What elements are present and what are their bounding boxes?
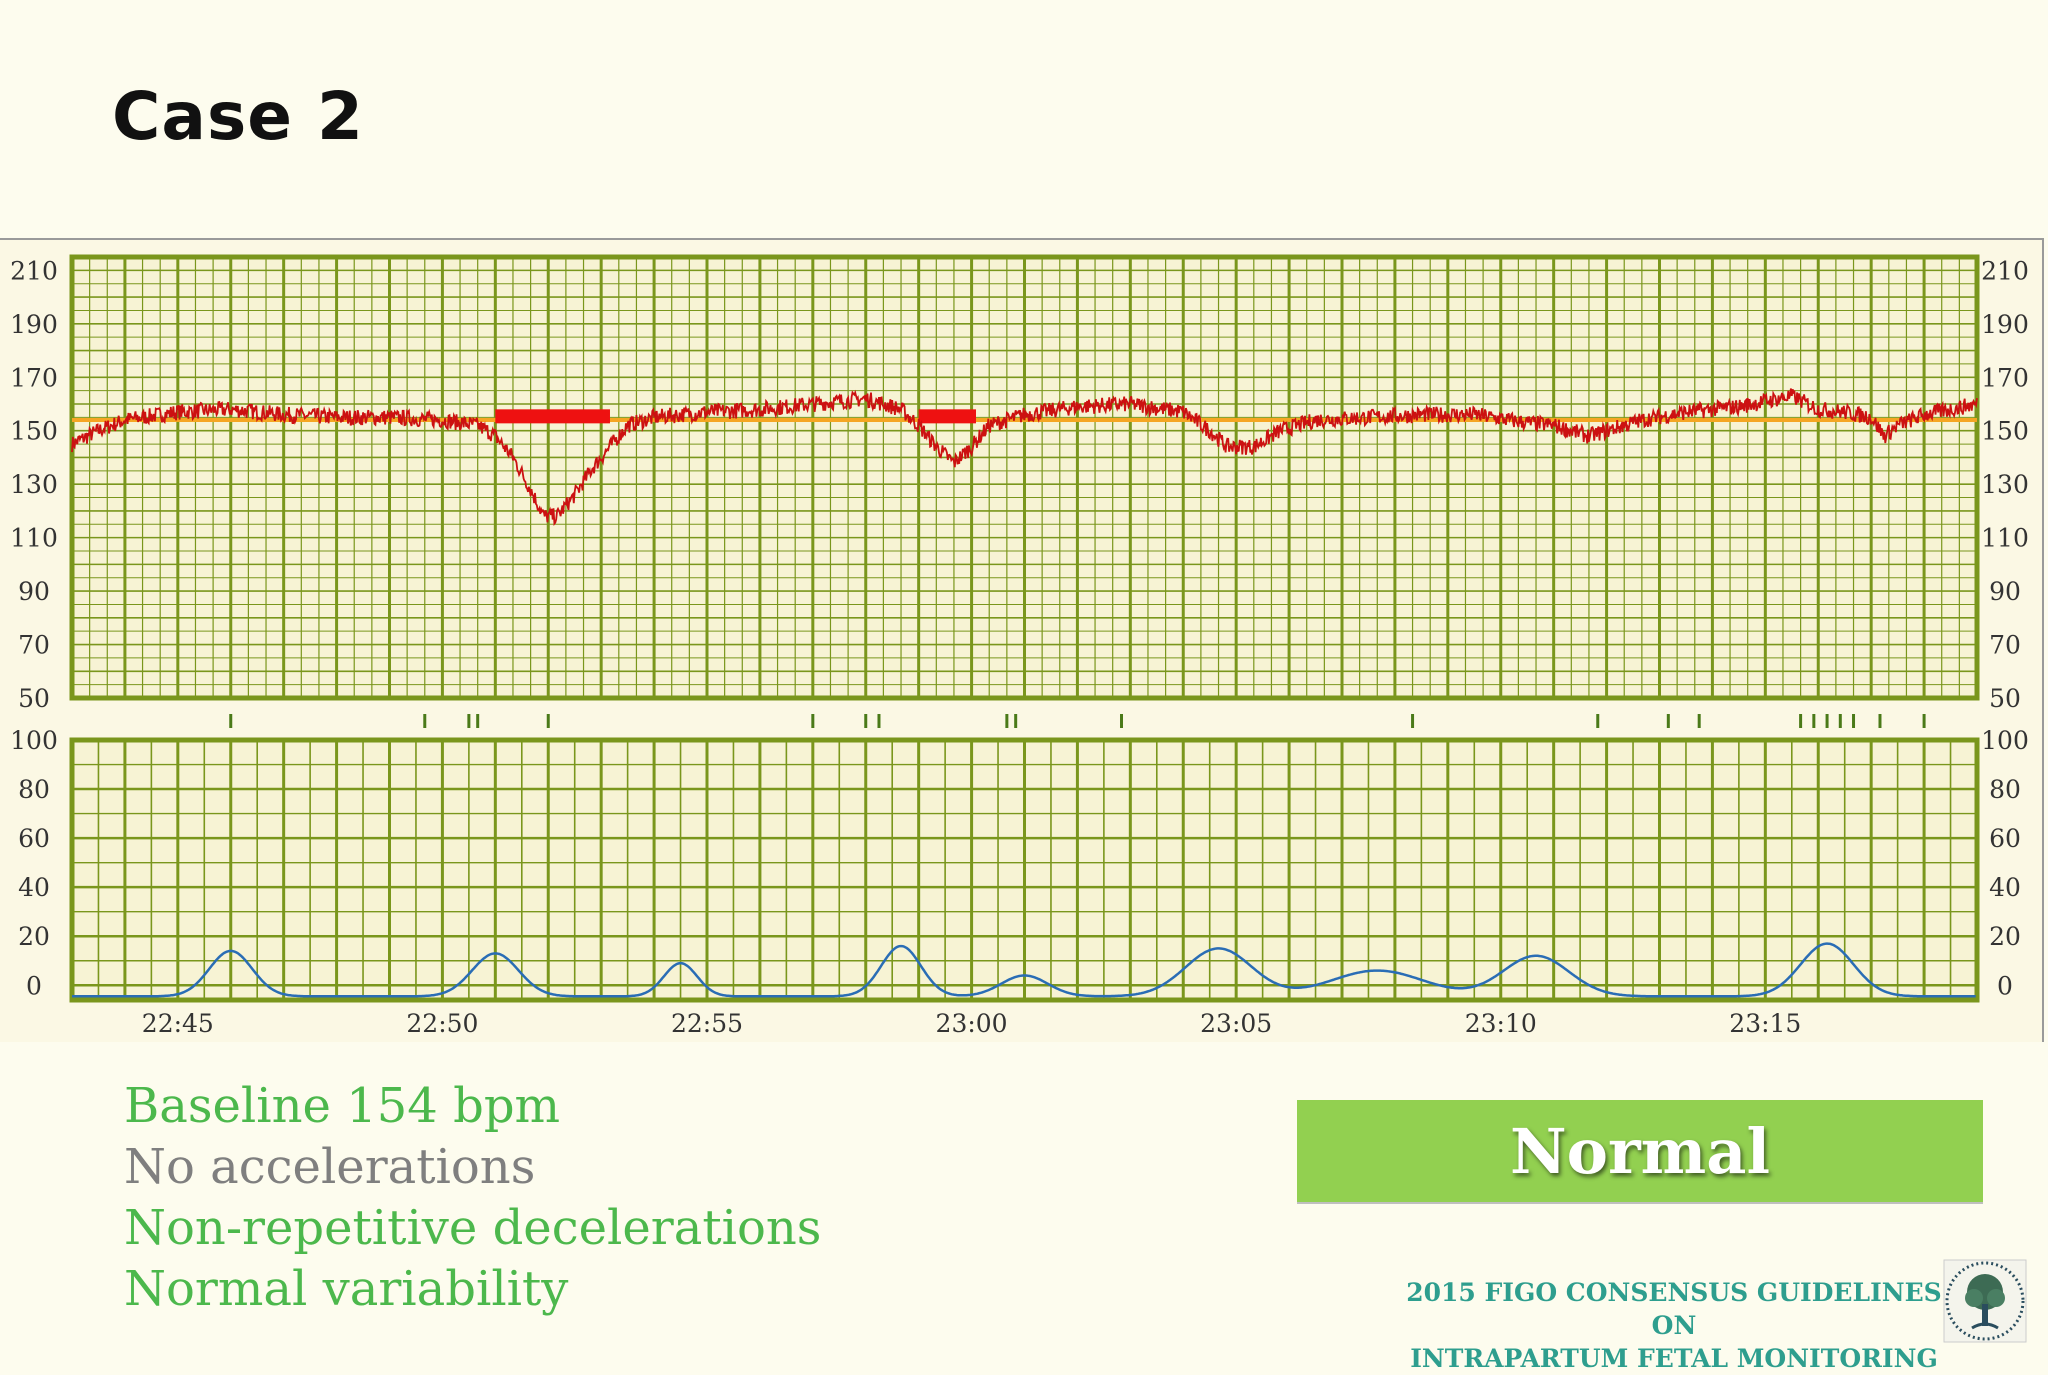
signal-loss-bar [495,409,610,424]
fhr-y-tick-left: 50 [18,684,50,713]
finding-variability: Normal variability [124,1261,569,1317]
fhr-y-tick-right: 90 [1989,577,2021,606]
finding-decelerations: Non-repetitive decelerations [124,1200,822,1256]
fhr-y-tick-left: 190 [10,310,58,339]
footer-line-1: 2015 FIGO CONSENSUS GUIDELINES ON [1406,1278,1942,1340]
fhr-y-tick-right: 110 [1981,524,2029,553]
figo-tree-logo-icon [1943,1259,2027,1343]
fhr-y-tick-left: 150 [10,417,58,446]
ua-y-tick-right: 20 [1989,922,2021,951]
fhr-plot-frame [69,254,1980,701]
ua-y-tick-right: 80 [1989,775,2021,804]
ua-y-tick-left: 60 [18,824,50,853]
ctg-trace-panel: 210 210 190 190 170 170 150 150 130 130 110 110 90 90… [0,238,2044,1042]
slide-title: Case 2 [112,78,364,155]
x-tick-label: 23:10 [1465,1009,1537,1038]
ua-y-tick-left: 0 [26,971,42,1000]
guideline-footer: 2015 FIGO CONSENSUS GUIDELINES ON INTRAP… [1400,1276,1948,1375]
classification-badge: Normal [1297,1100,1983,1204]
ctg-chart: 210 210 190 190 170 170 150 150 130 130 110 110 90 90… [10,254,2029,1038]
fhr-y-tick-right: 50 [1989,684,2021,713]
x-tick-label: 23:15 [1729,1009,1801,1038]
finding-accelerations: No accelerations [124,1139,536,1195]
ua-y-tick-right: 40 [1989,873,2021,902]
ua-y-tick-left: 20 [18,922,50,951]
ua-trace [72,942,1976,998]
fhr-y-tick-right: 150 [1981,417,2029,446]
x-tick-label: 23:00 [936,1009,1008,1038]
x-tick-label: 22:45 [142,1009,214,1038]
fhr-y-tick-right: 70 [1989,631,2021,660]
x-tick-label: 22:50 [406,1009,478,1038]
fhr-y-tick-right: 210 [1981,256,2029,285]
x-tick-label: 22:55 [671,1009,743,1038]
fhr-y-tick-left: 90 [18,577,50,606]
ua-y-tick-left: 100 [10,726,58,755]
ua-plot-frame [69,737,1980,1003]
fhr-y-tick-left: 210 [10,256,58,285]
fhr-y-tick-left: 130 [10,470,58,499]
ua-y-tick-left: 80 [18,775,50,804]
ua-y-tick-left: 40 [18,873,50,902]
findings-list: Baseline 154 bpm No accelerations Non-re… [124,1076,821,1320]
fhr-y-tick-right: 130 [1981,470,2029,499]
fhr-y-tick-left: 170 [10,363,58,392]
x-tick-label: 23:05 [1200,1009,1272,1038]
fhr-trace [71,388,1978,527]
ua-y-tick-right: 60 [1989,824,2021,853]
fhr-y-tick-right: 190 [1981,310,2029,339]
fhr-y-tick-left: 110 [10,524,58,553]
finding-baseline: Baseline 154 bpm [124,1078,561,1134]
fhr-y-tick-left: 70 [18,631,50,660]
fhr-y-tick-right: 170 [1981,363,2029,392]
footer-line-2: INTRAPARTUM FETAL MONITORING [1410,1344,1938,1373]
ua-y-tick-right: 100 [1981,726,2029,755]
signal-loss-bar [918,409,976,424]
ua-y-tick-right: 0 [1997,971,2013,1000]
